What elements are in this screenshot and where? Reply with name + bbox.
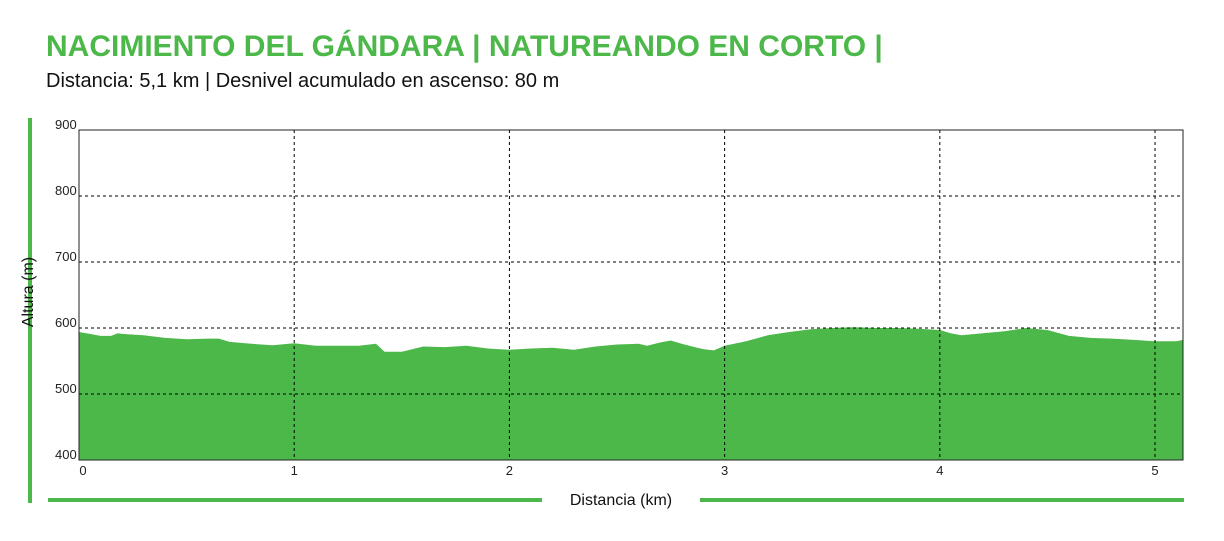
- tick-labels: 400 500 600 700 800 900 0 1 2 3 4 5: [55, 117, 1159, 478]
- y-tick-label: 700: [55, 249, 77, 264]
- chart-title: NACIMIENTO DEL GÁNDARA | NATUREANDO EN C…: [46, 30, 883, 63]
- x-tick-label: 4: [936, 463, 943, 478]
- y-tick-label: 900: [55, 117, 77, 132]
- y-axis-label: Altura (m): [20, 257, 37, 327]
- x-axis-label: Distancia (km): [570, 492, 672, 509]
- x-tick-label: 0: [79, 463, 86, 478]
- x-tick-label: 3: [721, 463, 728, 478]
- x-tick-label: 1: [291, 463, 298, 478]
- plot-frame: [78, 129, 1184, 461]
- y-tick-label: 600: [55, 315, 77, 330]
- x-tick-label: 2: [506, 463, 513, 478]
- y-tick-label: 400: [55, 447, 77, 462]
- chart-subtitle: Distancia: 5,1 km | Desnivel acumulado e…: [46, 70, 560, 92]
- y-tick-label: 800: [55, 183, 77, 198]
- grid: [79, 130, 1183, 460]
- y-tick-label: 500: [55, 381, 77, 396]
- x-tick-label: 5: [1151, 463, 1158, 478]
